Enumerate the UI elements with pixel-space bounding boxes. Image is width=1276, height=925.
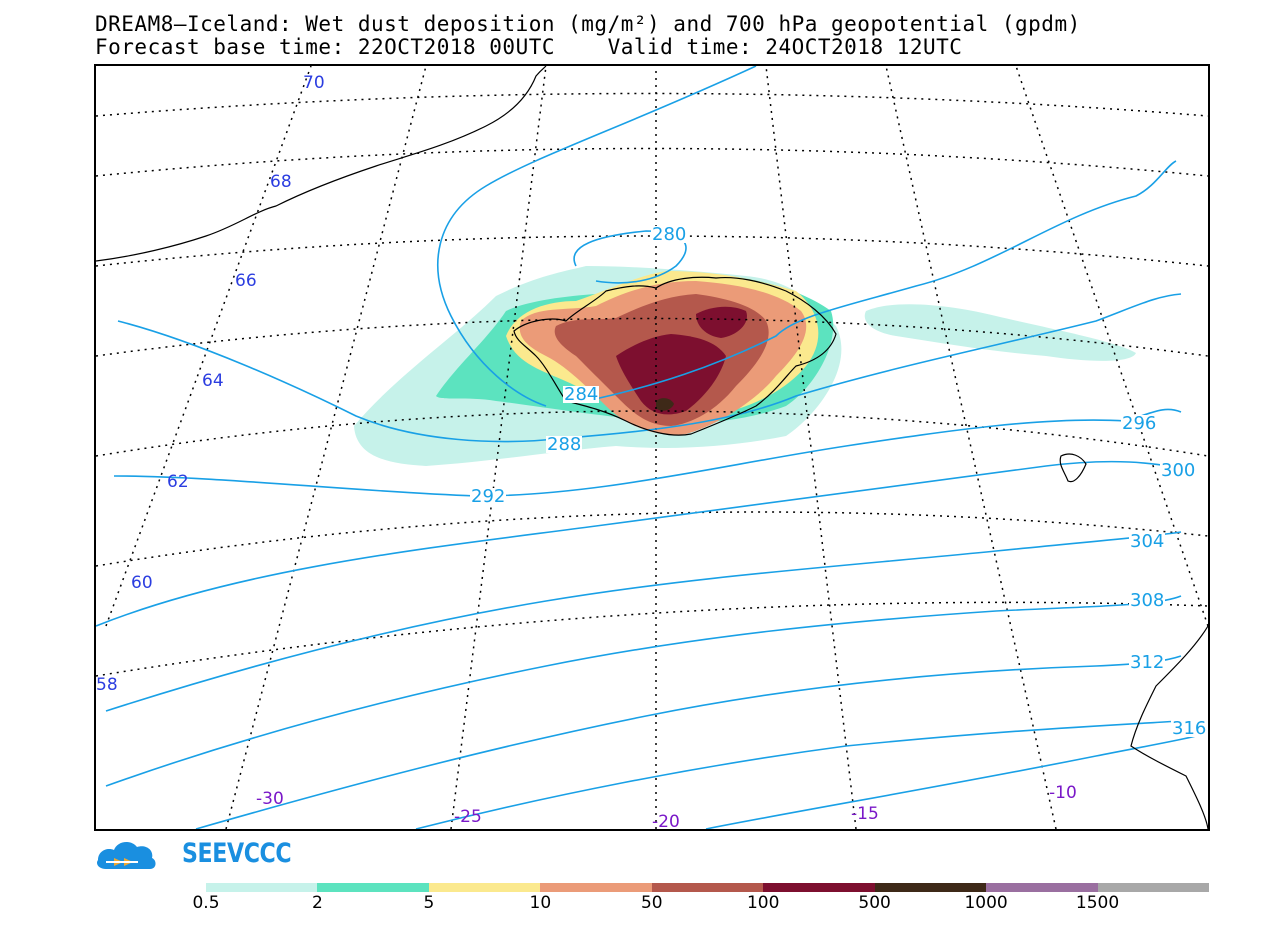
legend-tick-3: 10 [529,893,552,913]
legend-tick-1: 2 [312,893,323,913]
greenland-coast [96,66,547,262]
legend-swatch-6 [874,883,987,892]
dust-level-100 [616,334,726,415]
legend-swatch-0 [206,883,318,892]
latitude-label-62: 62 [167,472,189,492]
legend-tick-7: 1000 [964,893,1008,913]
geopotential-label-284: 284 [563,384,600,405]
latitude-label-60: 60 [131,573,153,593]
legend-swatch-2 [428,883,541,892]
longitude-label-minus-25: -25 [454,807,482,827]
legend-swatch-1 [317,883,429,892]
geopotential-contours [96,66,1197,829]
longitude-label-minus-15: -15 [851,804,879,824]
longitude-label-minus-10: -10 [1049,783,1077,803]
cloud-icon [96,841,156,869]
longitude-label-minus-30: -30 [256,789,284,809]
geopotential-label-292: 292 [470,486,507,507]
legend-tick-8: 1500 [1075,893,1120,913]
latitude-label-68: 68 [270,172,292,192]
dust-level-500 [656,398,674,411]
geopotential-label-316: 316 [1171,718,1208,739]
legend-color-bar [206,883,1209,892]
legend-swatch-4 [651,883,764,892]
geopotential-label-296: 296 [1121,413,1158,434]
map-title: DREAM8–Iceland: Wet dust deposition (mg/… [95,12,1081,36]
seevccc-logo [96,841,156,869]
geopotential-label-304: 304 [1129,531,1166,552]
geopotential-label-280: 280 [651,224,688,245]
legend-tick-2: 5 [423,893,435,913]
norway-coast [1130,625,1208,829]
map-canvas [96,66,1208,829]
legend-swatch-5 [763,883,875,892]
iceland-coast [513,276,837,436]
longitude-label-minus-20: -20 [652,812,680,831]
legend-tick-0: 0.5 [192,893,220,913]
legend-swatch-8 [1097,883,1209,892]
geopotential-label-288: 288 [546,434,583,455]
dust-level-0-5-east [864,304,1136,361]
logo-text: SEEVCCC [182,838,292,869]
map-subtitle: Forecast base time: 22OCT2018 00UTC Vali… [95,35,963,59]
coastlines [96,66,1208,829]
dust-level-100-east [696,306,747,338]
geopotential-label-300: 300 [1160,460,1197,481]
map-frame: 70 68 66 64 62 60 58 -30 -25 -20 -15 -10… [94,64,1210,831]
legend-swatch-3 [540,883,652,892]
latitude-label-64: 64 [202,371,224,391]
latitude-label-70: 70 [303,73,325,93]
legend-tick-4: 50 [640,893,663,913]
geopotential-label-308: 308 [1129,590,1166,611]
geopotential-label-312: 312 [1129,652,1166,673]
legend-tick-5: 100 [746,893,780,913]
faroe-islands [1059,453,1087,483]
legend-tick-6: 500 [858,893,891,913]
latitude-label-66: 66 [235,271,257,291]
dust-deposition-field [354,266,1136,466]
latitude-label-58: 58 [96,675,118,695]
legend-swatch-7 [986,883,1098,892]
